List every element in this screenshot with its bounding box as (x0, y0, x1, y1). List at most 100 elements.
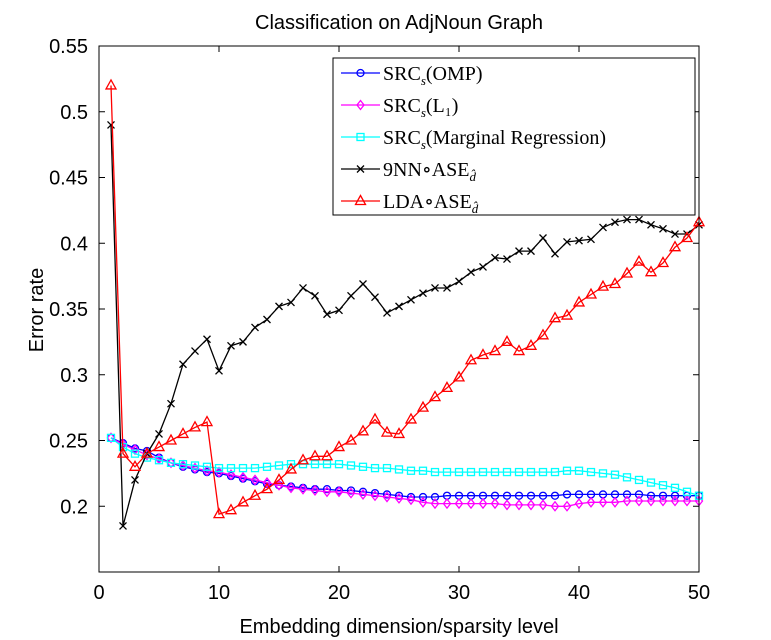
data-point (574, 466, 584, 475)
y-tick-label: 0.35 (49, 299, 88, 321)
data-point (548, 311, 562, 323)
data-point (154, 456, 164, 465)
data-point (166, 458, 176, 468)
data-point (659, 224, 667, 233)
data-point (263, 315, 271, 324)
data-point (370, 488, 380, 498)
data-point (130, 449, 140, 458)
data-point (454, 467, 464, 477)
data-point (284, 462, 298, 474)
data-point (310, 460, 320, 469)
data-point (430, 498, 440, 510)
data-point (596, 279, 610, 291)
data-point (526, 499, 536, 511)
data-point (322, 460, 332, 469)
data-point (179, 360, 187, 369)
data-point (668, 240, 682, 252)
data-point (178, 460, 188, 469)
data-point (250, 463, 260, 473)
data-point (140, 446, 154, 458)
data-point (610, 496, 620, 508)
data-point (248, 488, 262, 500)
data-point (622, 473, 632, 482)
data-point (308, 449, 322, 461)
data-point (238, 471, 248, 483)
plot-frame (98, 45, 700, 573)
data-point (620, 266, 634, 278)
data-point (428, 390, 442, 402)
x-tick-label: 10 (208, 582, 230, 604)
data-point (358, 487, 368, 496)
legend-marker (356, 132, 365, 142)
data-point (598, 496, 608, 508)
data-point (131, 475, 139, 484)
data-point (322, 485, 332, 494)
legend-marker (356, 165, 365, 173)
data-point (200, 415, 214, 427)
legend-label: SRCs(Marginal Regression) (383, 127, 606, 152)
data-point (670, 491, 680, 500)
data-point (538, 491, 548, 500)
data-point (346, 461, 356, 470)
data-point (370, 463, 380, 473)
data-point (574, 490, 584, 499)
chart-title: Classification on AdjNoun Graph (255, 12, 543, 34)
data-point (622, 490, 632, 499)
data-point (407, 295, 415, 304)
data-point (344, 433, 358, 445)
data-point (296, 453, 310, 465)
data-point (418, 492, 428, 502)
data-point (251, 323, 259, 332)
data-point (190, 462, 200, 474)
data-point (236, 495, 250, 507)
y-tick-label: 0.5 (60, 102, 88, 124)
y-tick-label: 0.4 (60, 233, 88, 255)
data-point (586, 467, 596, 477)
data-point (382, 490, 392, 499)
data-point (416, 400, 430, 412)
data-point (310, 484, 320, 497)
data-point (574, 498, 584, 510)
data-point (454, 498, 464, 510)
x-tick-label: 30 (448, 582, 470, 604)
y-tick-label: 0.3 (60, 365, 88, 387)
data-point (323, 310, 331, 319)
y-axis-label: Error rate (26, 268, 48, 352)
data-point (502, 467, 512, 477)
data-point (539, 234, 547, 242)
legend-label: SRCs(OMP) (383, 63, 483, 88)
data-point (430, 492, 440, 502)
data-point (356, 424, 370, 436)
data-point (586, 496, 596, 508)
data-point (203, 335, 211, 344)
data-point (370, 490, 380, 502)
legend-label: LDA∘ASEd̂ (383, 191, 479, 216)
y-tick-label: 0.25 (49, 431, 88, 453)
data-point (418, 496, 428, 508)
data-point (418, 466, 428, 475)
data-point (442, 498, 452, 510)
data-point (166, 457, 176, 469)
data-point (262, 462, 272, 471)
data-point (167, 399, 175, 408)
data-point (658, 495, 668, 507)
data-point (515, 247, 523, 256)
data-point (562, 466, 572, 475)
data-point (176, 427, 190, 439)
data-point (190, 461, 200, 470)
data-point (128, 459, 142, 471)
data-point (464, 353, 478, 365)
data-point (610, 470, 620, 479)
data-point (572, 295, 586, 307)
data-point (226, 463, 236, 473)
data-point (490, 498, 500, 510)
data-point (394, 465, 404, 474)
data-point (527, 247, 535, 256)
data-point (334, 460, 344, 469)
data-point (538, 499, 548, 511)
data-point (202, 465, 212, 477)
y-tick-label: 0.55 (49, 36, 88, 58)
x-tick-label: 50 (688, 582, 710, 604)
data-point (406, 492, 416, 502)
